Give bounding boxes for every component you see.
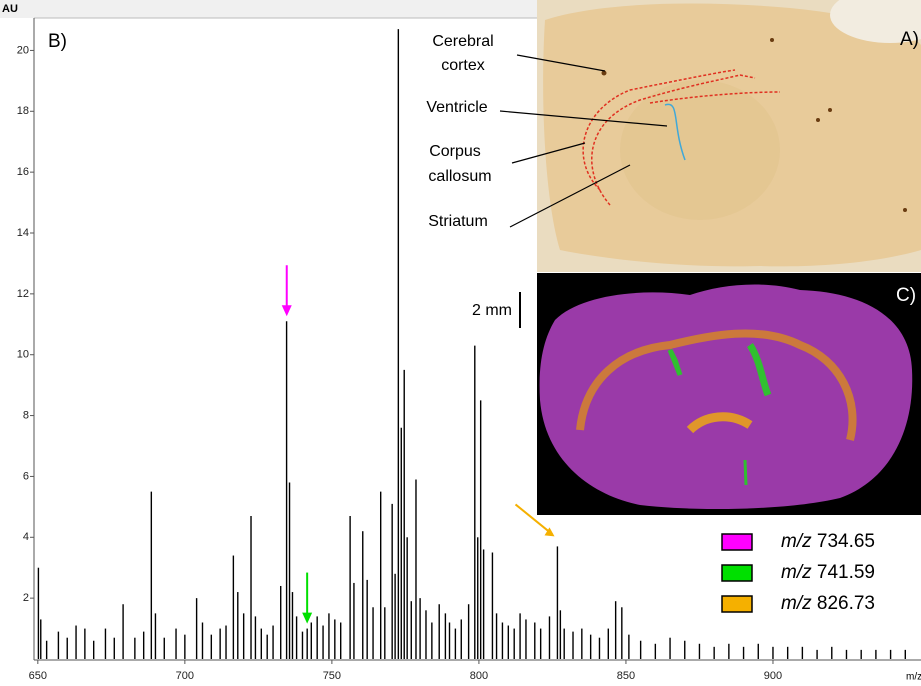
y-tick-label: 10 (17, 349, 29, 361)
y-axis-label: AU (2, 3, 18, 15)
legend-swatch (722, 596, 752, 612)
y-tick-label: 2 (23, 592, 29, 604)
y-tick-label: 8 (23, 409, 29, 421)
optical-image: A) (500, 0, 921, 272)
x-tick-label: 650 (29, 670, 47, 682)
legend-prefix: m/z (781, 562, 812, 583)
legend: m/z 734.65m/z 741.59m/z 826.73 (722, 531, 875, 614)
y-tick-label: 4 (23, 531, 29, 543)
legend-swatch (722, 565, 752, 581)
legend-label: m/z 734.65 (781, 531, 875, 552)
legend-mz: 734.65 (817, 531, 875, 552)
tissue-label: Striatum (428, 213, 488, 230)
y-tick-label: 20 (17, 44, 29, 56)
tissue-label: Corpus (429, 143, 481, 160)
x-tick-label: 900 (764, 670, 782, 682)
tissue-label: callosum (428, 168, 491, 185)
legend-swatch (722, 534, 752, 550)
legend-mz: 826.73 (817, 593, 875, 614)
y-tick-label: 16 (17, 166, 29, 178)
y-tick-label: 6 (23, 470, 29, 482)
legend-prefix: m/z (781, 593, 812, 614)
panel-label: B) (48, 31, 67, 52)
legend-mz: 741.59 (817, 562, 875, 583)
tissue-label: Cerebral (432, 33, 493, 50)
y-tick-label: 14 (17, 227, 29, 239)
scale-bar-label: 2 mm (472, 302, 512, 319)
x-tick-label: 700 (176, 670, 194, 682)
legend-label: m/z 741.59 (781, 562, 875, 583)
tissue-label: Ventricle (426, 99, 487, 116)
ms-image: C) (537, 273, 921, 515)
tissue-label: cortex (441, 57, 485, 74)
x-axis-label: m/z (906, 672, 921, 683)
legend-prefix: m/z (781, 531, 812, 552)
figure: AU m/z B) A) Cerebral cortex Ventricle C… (0, 0, 921, 686)
panel-label: A) (900, 29, 919, 50)
y-tick-label: 18 (17, 105, 29, 117)
legend-label: m/z 826.73 (781, 593, 875, 614)
panel-label: C) (896, 285, 916, 306)
x-tick-label: 750 (323, 670, 341, 682)
x-tick-label: 800 (470, 670, 488, 682)
y-tick-label: 12 (17, 288, 29, 300)
x-tick-label: 850 (617, 670, 635, 682)
